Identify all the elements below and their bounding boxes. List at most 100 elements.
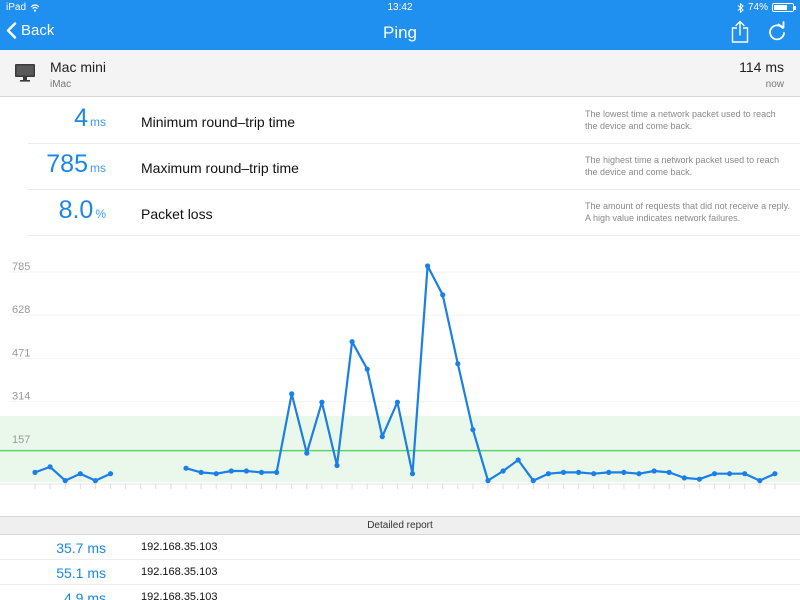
device-latency: 114 ms (739, 59, 784, 75)
stat-label: Packet loss (141, 206, 213, 222)
data-point (198, 469, 204, 475)
data-point (681, 475, 687, 481)
data-point (772, 471, 778, 477)
data-point (470, 427, 476, 433)
status-left: iPad (6, 2, 40, 13)
status-right: 74% (737, 2, 796, 13)
y-tick-label: 314 (12, 391, 30, 403)
data-point (606, 469, 612, 475)
data-point (364, 366, 370, 372)
data-point (274, 469, 280, 475)
report-header: Detailed report (0, 516, 800, 535)
chevron-left-icon (6, 22, 17, 39)
back-button[interactable]: Back (6, 22, 54, 39)
battery-percent: 74% (747, 2, 768, 13)
data-point (440, 292, 446, 298)
nav-bar: Back Ping (0, 16, 800, 50)
data-point (530, 478, 536, 484)
data-point (515, 457, 521, 463)
refresh-button[interactable] (766, 21, 788, 43)
data-point (92, 478, 98, 484)
divider (28, 235, 800, 236)
data-point (304, 450, 310, 456)
stat-unit: ms (90, 161, 106, 175)
stat-label: Minimum round–trip time (141, 114, 296, 130)
data-point (183, 465, 189, 471)
report-row[interactable]: 4.9 ms 192.168.35.103 (0, 585, 800, 600)
stat-row-min: 4 ms Minimum round–trip time The lowest … (0, 98, 800, 144)
data-point (394, 399, 400, 405)
report-latency: 35.7 ms (56, 540, 106, 556)
data-point (500, 468, 506, 474)
data-point (334, 462, 340, 469)
device-type: iMac (50, 79, 72, 90)
y-tick-label: 471 (12, 347, 30, 359)
battery-icon (772, 3, 796, 12)
stat-label: Maximum round–trip time (141, 160, 299, 176)
average-band (0, 415, 800, 482)
wifi-icon (30, 3, 40, 12)
data-point (289, 391, 295, 397)
data-point (77, 471, 83, 477)
series-line (185, 264, 776, 482)
bluetooth-icon (737, 2, 744, 13)
stat-number: 4 (74, 104, 88, 132)
stat-unit: ms (90, 115, 106, 129)
stat-row-loss: 8.0 % Packet loss The amount of requests… (0, 190, 800, 236)
status-bar: iPad 13:42 74% (0, 0, 800, 16)
data-point (228, 468, 234, 474)
report-row[interactable]: 35.7 ms 192.168.35.103 (0, 535, 800, 560)
report-row[interactable]: 55.1 ms 192.168.35.103 (0, 560, 800, 585)
data-point (757, 478, 763, 484)
data-point (651, 468, 657, 474)
report-latency: 55.1 ms (56, 565, 106, 581)
data-point (742, 471, 748, 477)
data-point (62, 478, 68, 484)
device-label: iPad (6, 2, 27, 13)
data-point (621, 469, 627, 475)
device-timestamp: now (765, 79, 784, 90)
report-latency: 4.9 ms (63, 590, 106, 600)
data-point (455, 361, 461, 367)
data-point (107, 471, 114, 477)
data-point (258, 469, 265, 475)
divider (28, 189, 800, 190)
stat-description: The amount of requests that did not rece… (585, 201, 790, 223)
y-tick-label: 628 (12, 304, 30, 316)
stat-number: 8.0 (58, 196, 94, 224)
y-tick-label: 157 (12, 434, 30, 446)
ping-chart: 785 628 471 314 157 (0, 250, 800, 516)
data-point (485, 478, 491, 484)
page-title: Ping (382, 23, 418, 42)
y-tick-label: 785 (12, 261, 30, 273)
data-point (32, 469, 38, 475)
report-ip: 192.168.35.103 (141, 566, 218, 578)
data-point (425, 263, 431, 269)
stat-description: The highest time a network packet used t… (585, 155, 780, 177)
data-point (576, 469, 582, 475)
device-header[interactable]: Mac mini iMac 114 ms now (0, 50, 800, 97)
data-point (379, 434, 385, 440)
share-button[interactable] (729, 20, 751, 44)
data-point (319, 399, 325, 405)
stat-value: 8.0 % (59, 196, 106, 225)
data-point (560, 469, 567, 475)
share-icon (731, 20, 749, 43)
report-ip: 192.168.35.103 (141, 591, 218, 600)
data-point (349, 339, 355, 345)
stat-description: The lowest time a network packet used to… (585, 109, 776, 131)
divider (0, 584, 800, 585)
data-point (409, 471, 416, 477)
battery-fill (774, 5, 788, 10)
data-point (591, 471, 597, 477)
report-ip: 192.168.35.103 (141, 541, 218, 553)
stat-value: 4 ms (74, 104, 106, 133)
status-time: 13:42 (387, 2, 413, 13)
data-point (711, 471, 718, 477)
stat-number: 785 (46, 150, 88, 178)
data-point (47, 464, 53, 470)
back-label: Back (21, 22, 55, 39)
data-point (545, 471, 552, 477)
data-point (727, 471, 733, 477)
data-point (666, 469, 672, 475)
